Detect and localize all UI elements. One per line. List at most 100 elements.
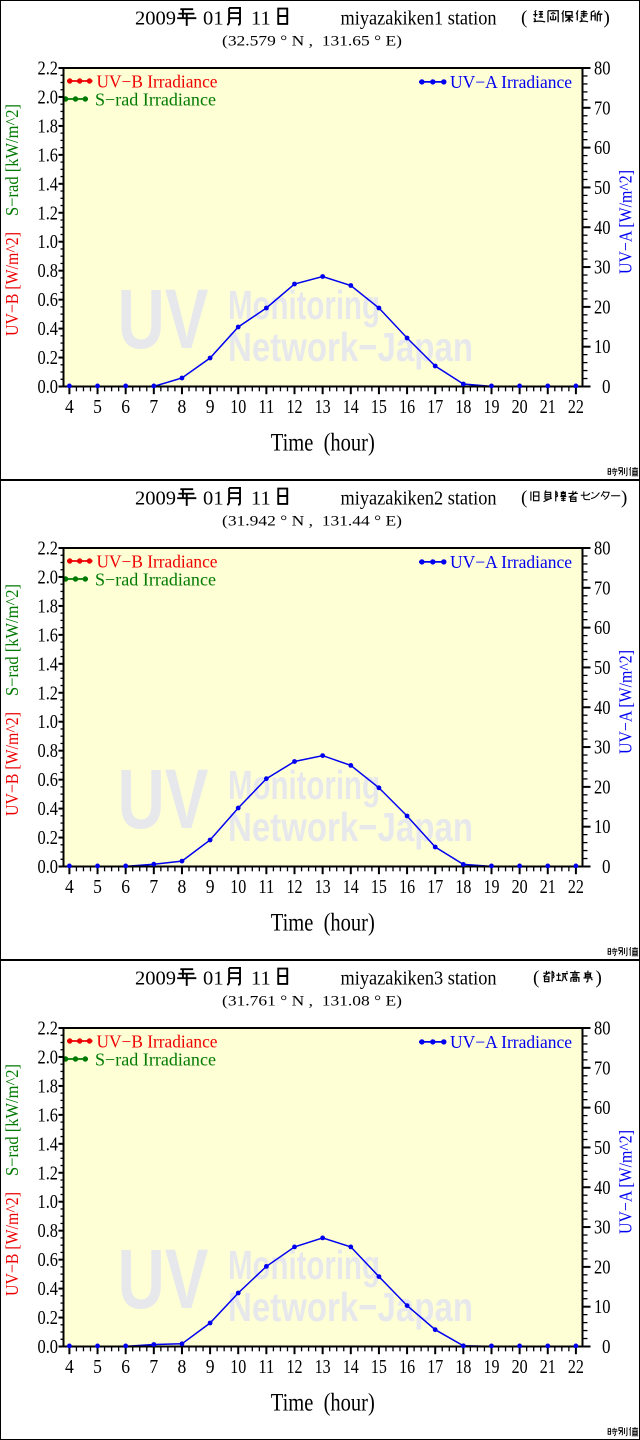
svg-text:60: 60 <box>594 1097 611 1119</box>
svg-text:22: 22 <box>568 1356 584 1378</box>
svg-text:01: 01 <box>203 488 224 510</box>
svg-text:70: 70 <box>594 577 611 599</box>
svg-text:2.2: 2.2 <box>38 538 59 560</box>
svg-text:20: 20 <box>594 776 611 798</box>
svg-text:2.0: 2.0 <box>38 86 59 108</box>
svg-text:2.0: 2.0 <box>38 566 59 588</box>
svg-text:22: 22 <box>568 396 584 418</box>
svg-text:80: 80 <box>594 1018 611 1040</box>
svg-text:10: 10 <box>594 336 611 358</box>
svg-text:21: 21 <box>540 876 556 898</box>
svg-text:10: 10 <box>594 1296 611 1318</box>
svg-text:(: ( <box>521 8 527 29</box>
svg-text:0.8: 0.8 <box>38 260 59 282</box>
svg-text:21: 21 <box>540 1356 556 1378</box>
svg-text:9: 9 <box>206 396 215 418</box>
svg-text:(31.761 ° N , 131.08 ° E): (31.761 ° N , 131.08 ° E) <box>222 994 402 1010</box>
svg-text:18: 18 <box>455 396 471 418</box>
svg-text:Network−Japan: Network−Japan <box>228 1284 473 1330</box>
svg-text:1.0: 1.0 <box>38 1191 59 1213</box>
svg-text:UV−A Irradiance: UV−A Irradiance <box>450 552 572 572</box>
svg-text:(31.942 ° N , 131.44 ° E): (31.942 ° N , 131.44 ° E) <box>222 514 402 530</box>
svg-text:2009: 2009 <box>135 488 176 510</box>
svg-text:UV−B [W/m^2]: UV−B [W/m^2] <box>2 232 22 336</box>
svg-text:): ) <box>621 488 627 509</box>
svg-text:0: 0 <box>602 1336 611 1358</box>
svg-text:15: 15 <box>371 1356 387 1378</box>
svg-text:13: 13 <box>315 1356 331 1378</box>
svg-text:01: 01 <box>203 8 224 30</box>
svg-text:13: 13 <box>315 396 331 418</box>
svg-text:Monitoring: Monitoring <box>228 282 380 328</box>
svg-text:30: 30 <box>594 1217 611 1239</box>
svg-text:11: 11 <box>258 1356 274 1378</box>
svg-text:0.2: 0.2 <box>38 1307 59 1329</box>
svg-text:Time (hour): Time (hour) <box>271 910 375 937</box>
svg-text:UV−B Irradiance: UV−B Irradiance <box>97 1032 218 1052</box>
svg-text:7: 7 <box>149 1356 158 1378</box>
svg-text:0.4: 0.4 <box>38 1278 59 1300</box>
svg-text:11: 11 <box>251 968 271 990</box>
svg-text:1.6: 1.6 <box>38 144 59 166</box>
svg-text:0.6: 0.6 <box>38 769 59 791</box>
svg-text:14: 14 <box>343 876 359 898</box>
svg-text:15: 15 <box>371 396 387 418</box>
svg-text:0.0: 0.0 <box>38 856 59 878</box>
svg-text:UV: UV <box>118 752 209 846</box>
svg-text:12: 12 <box>287 876 303 898</box>
svg-text:1.2: 1.2 <box>38 682 59 704</box>
svg-text:Network−Japan: Network−Japan <box>228 804 473 850</box>
svg-text:17: 17 <box>427 1356 443 1378</box>
svg-text:40: 40 <box>594 697 611 719</box>
svg-text:S−rad Irradiance: S−rad Irradiance <box>95 1050 216 1070</box>
svg-text:50: 50 <box>594 1137 611 1159</box>
svg-text:12: 12 <box>287 1356 303 1378</box>
svg-text:6: 6 <box>121 396 130 418</box>
svg-text:6: 6 <box>121 1356 130 1378</box>
svg-text:70: 70 <box>594 1057 611 1079</box>
svg-text:16: 16 <box>399 396 415 418</box>
svg-text:10: 10 <box>230 1356 246 1378</box>
svg-text:S−rad [kW/m^2]: S−rad [kW/m^2] <box>2 584 22 696</box>
svg-text:): ) <box>604 8 610 29</box>
svg-text:8: 8 <box>178 396 187 418</box>
svg-text:30: 30 <box>594 257 611 279</box>
svg-text:20: 20 <box>594 296 611 318</box>
svg-text:UV: UV <box>118 1232 209 1326</box>
svg-text:2.2: 2.2 <box>38 1018 59 1040</box>
svg-text:UV: UV <box>118 272 209 366</box>
svg-text:UV−A [W/m^2]: UV−A [W/m^2] <box>616 1130 636 1234</box>
svg-text:9: 9 <box>206 1356 215 1378</box>
svg-text:14: 14 <box>343 1356 359 1378</box>
svg-text:1.4: 1.4 <box>38 173 59 195</box>
svg-text:2.0: 2.0 <box>38 1046 59 1068</box>
svg-text:(: ( <box>521 488 527 509</box>
svg-text:8: 8 <box>178 1356 187 1378</box>
svg-text:8: 8 <box>178 876 187 898</box>
svg-text:10: 10 <box>230 396 246 418</box>
svg-text:20: 20 <box>512 396 528 418</box>
svg-text:4: 4 <box>65 396 74 418</box>
svg-text:S−rad [kW/m^2]: S−rad [kW/m^2] <box>2 1064 22 1176</box>
svg-text:16: 16 <box>399 1356 415 1378</box>
svg-text:17: 17 <box>427 396 443 418</box>
svg-text:1.0: 1.0 <box>38 711 59 733</box>
svg-text:70: 70 <box>594 97 611 119</box>
svg-text:40: 40 <box>594 1177 611 1199</box>
svg-text:30: 30 <box>594 737 611 759</box>
svg-text:7: 7 <box>149 396 158 418</box>
svg-text:15: 15 <box>371 876 387 898</box>
svg-text:40: 40 <box>594 217 611 239</box>
svg-text:miyazakiken1 station: miyazakiken1 station <box>341 8 497 30</box>
svg-text:0.0: 0.0 <box>38 376 59 398</box>
svg-text:2.2: 2.2 <box>38 58 59 80</box>
svg-text:20: 20 <box>594 1256 611 1278</box>
svg-text:UV−A [W/m^2]: UV−A [W/m^2] <box>616 170 636 274</box>
svg-text:1.2: 1.2 <box>38 1162 59 1184</box>
svg-text:1.6: 1.6 <box>38 1104 59 1126</box>
svg-text:2009: 2009 <box>135 968 176 990</box>
svg-text:22: 22 <box>568 876 584 898</box>
svg-text:10: 10 <box>594 816 611 838</box>
svg-text:9: 9 <box>206 876 215 898</box>
svg-text:7: 7 <box>149 876 158 898</box>
